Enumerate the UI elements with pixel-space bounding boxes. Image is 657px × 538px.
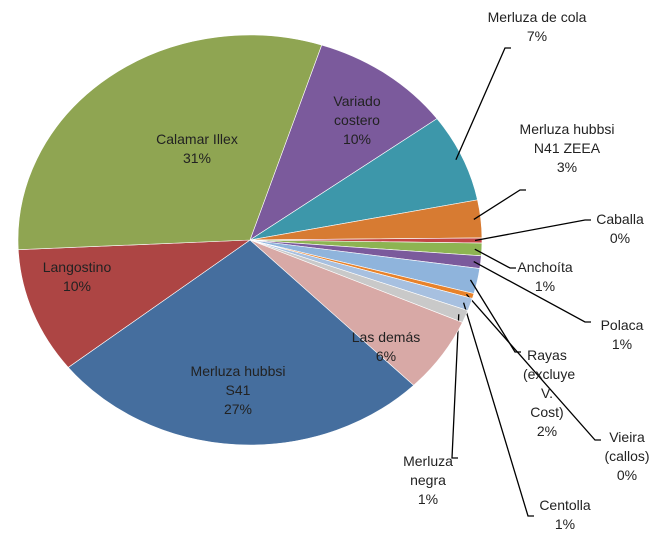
value-label: 1%: [611, 336, 633, 352]
leader-line: [473, 189, 526, 221]
category-name: Variado costero: [333, 93, 381, 128]
value-label: 27%: [223, 401, 253, 417]
leader-line: [455, 47, 511, 161]
leader-line: [451, 314, 460, 459]
slice-label: Langostino 10%: [27, 258, 127, 296]
value-label: 2%: [536, 423, 558, 439]
pie-slice: [249, 44, 438, 241]
leader-line: [474, 219, 591, 242]
pie-slice: [17, 239, 252, 368]
value-label: 10%: [62, 278, 92, 294]
category-name: Polaca: [600, 317, 644, 333]
leader-line: [462, 302, 534, 517]
value-label: 6%: [375, 348, 397, 364]
slice-label: Merluza hubbsi N41 ZEEA 3%: [512, 120, 622, 177]
slice-label: Variado costero 10%: [312, 92, 402, 149]
category-name: Vieira (callos): [604, 429, 650, 464]
slice-label: Polaca 1%: [587, 316, 657, 354]
value-label: 31%: [182, 150, 212, 166]
slice-label: Las demás 6%: [336, 328, 436, 366]
value-label: 1%: [534, 278, 556, 294]
value-label: 0%: [616, 467, 638, 483]
category-name: Rayas (excluye V. Cost): [523, 347, 576, 420]
value-label: 0%: [609, 230, 631, 246]
value-label: 1%: [554, 516, 576, 532]
slice-label: Centolla 1%: [525, 496, 605, 534]
category-name: Anchoíta: [517, 259, 573, 275]
slice-label: Merluza negra 1%: [393, 452, 463, 509]
category-name: Langostino: [42, 259, 112, 275]
value-label: 7%: [526, 28, 548, 44]
category-name: Caballa: [596, 211, 644, 227]
leader-line: [469, 279, 521, 353]
slice-label: Merluza hubbsi S41 27%: [178, 362, 298, 419]
pie-slice: [67, 239, 415, 446]
value-label: 1%: [417, 491, 439, 507]
category-name: Calamar Illex: [156, 131, 238, 147]
category-name: Centolla: [539, 497, 591, 513]
category-name: Merluza hubbsi S41: [190, 363, 286, 398]
category-name: Merluza negra: [403, 453, 453, 488]
leader-line: [473, 260, 591, 323]
pie-slice: [17, 34, 323, 251]
category-name: Merluza de cola: [487, 9, 587, 25]
value-label: 3%: [556, 159, 578, 175]
slice-label: Vieira (callos) 0%: [597, 428, 657, 485]
slice-label: Caballa 0%: [585, 210, 655, 248]
slice-label: Anchoíta 1%: [510, 258, 580, 296]
category-name: Las demás: [351, 329, 421, 345]
slice-label: Calamar Illex 31%: [137, 130, 257, 168]
slice-label: Merluza de cola 7%: [457, 8, 617, 46]
value-label: 10%: [342, 131, 372, 147]
category-name: Merluza hubbsi N41 ZEEA: [519, 121, 615, 156]
slice-label: Rayas (excluye V. Cost) 2%: [523, 346, 576, 441]
leader-line: [474, 248, 516, 269]
leader-line: [465, 293, 601, 441]
